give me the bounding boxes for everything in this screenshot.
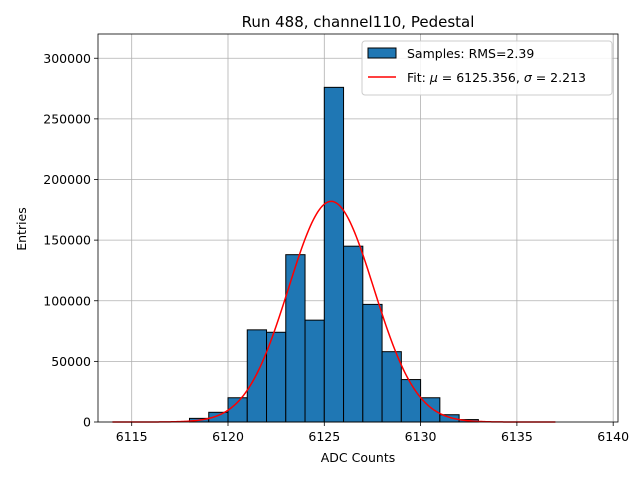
gaussian-fit-curve (112, 200, 556, 423)
x-tick-label: 6130 (405, 429, 437, 444)
legend: Samples: RMS=2.39 Fit: μ = 6125.356, σ =… (361, 40, 613, 96)
y-tick-label: 0 (83, 415, 91, 430)
legend-histogram-swatch (367, 47, 397, 59)
x-tick-label: 6120 (212, 429, 244, 444)
legend-fit-label: Fit: μ = 6125.356, σ = 2.213 (407, 70, 586, 85)
histogram-bar (246, 329, 268, 423)
y-axis-label: Entries (14, 207, 29, 251)
chart-title: Run 488, channel110, Pedestal (242, 13, 475, 31)
histogram-bar (381, 351, 402, 423)
histogram-bar (343, 245, 364, 423)
y-tick-label: 50000 (51, 354, 91, 369)
y-tick-label: 100000 (43, 293, 91, 308)
y-tick-label: 200000 (43, 172, 91, 187)
plot-frame (97, 33, 619, 423)
x-axis-ticks: 6115 6120 6125 6130 6135 6140 (116, 422, 629, 444)
x-axis-label: ADC Counts (321, 450, 396, 465)
x-tick-label: 6125 (308, 429, 340, 444)
x-tick-label: 6135 (501, 429, 533, 444)
histogram-bars (188, 86, 479, 423)
histogram-bar (304, 319, 325, 423)
histogram-bar (362, 303, 383, 423)
y-axis-ticks: 0 50000 100000 150000 200000 250000 300000 (43, 51, 98, 430)
histogram-bar (400, 379, 422, 423)
x-tick-label: 6140 (597, 429, 629, 444)
y-tick-label: 250000 (43, 111, 91, 126)
x-tick-label: 6115 (116, 429, 148, 444)
histogram-bar (285, 254, 306, 423)
fit-curve-layer (112, 200, 556, 423)
y-tick-label: 300000 (43, 51, 91, 66)
legend-histogram-label: Samples: RMS=2.39 (407, 46, 534, 61)
legend-box (361, 40, 613, 96)
y-tick-label: 150000 (43, 233, 91, 248)
histogram-bar (323, 86, 345, 423)
